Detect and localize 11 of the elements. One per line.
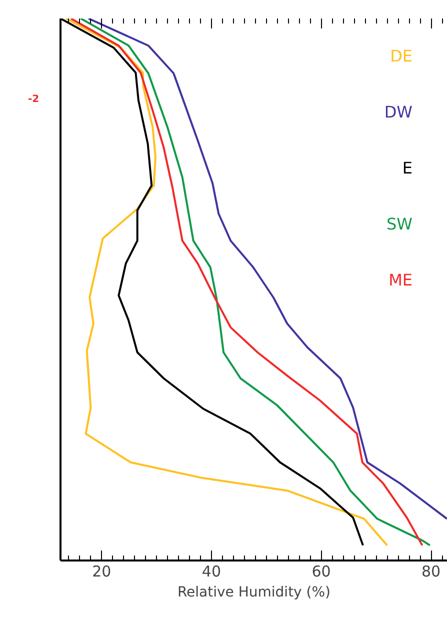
text: -2: [28, 93, 40, 107]
x-tick-label: 60: [312, 562, 331, 580]
x-tick-label: 20: [92, 562, 112, 580]
text: DW: [384, 102, 413, 122]
text: E: [402, 158, 412, 178]
x-axis-title: Relative Humidity (%): [177, 584, 331, 600]
text: DE: [390, 46, 413, 66]
text: ME: [388, 270, 413, 290]
x-tick-label: 80: [421, 562, 441, 580]
x-tick-label: 40: [202, 562, 222, 580]
text: SW: [386, 214, 413, 234]
